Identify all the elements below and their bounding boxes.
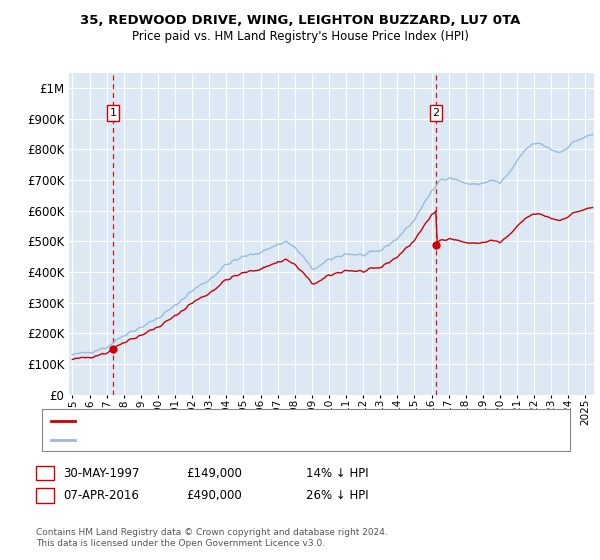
Text: £490,000: £490,000	[186, 489, 242, 502]
Text: 1: 1	[110, 108, 116, 118]
Text: 35, REDWOOD DRIVE, WING, LEIGHTON BUZZARD, LU7 0TA: 35, REDWOOD DRIVE, WING, LEIGHTON BUZZAR…	[80, 14, 520, 27]
Text: Price paid vs. HM Land Registry's House Price Index (HPI): Price paid vs. HM Land Registry's House …	[131, 30, 469, 43]
Text: Contains HM Land Registry data © Crown copyright and database right 2024.
This d: Contains HM Land Registry data © Crown c…	[36, 528, 388, 548]
Text: £149,000: £149,000	[186, 466, 242, 480]
Text: 07-APR-2016: 07-APR-2016	[63, 489, 139, 502]
Text: 2: 2	[433, 108, 440, 118]
Text: 14% ↓ HPI: 14% ↓ HPI	[306, 466, 368, 480]
Text: 35, REDWOOD DRIVE, WING, LEIGHTON BUZZARD, LU7 0TA (detached house): 35, REDWOOD DRIVE, WING, LEIGHTON BUZZAR…	[79, 416, 505, 426]
Text: 30-MAY-1997: 30-MAY-1997	[63, 466, 139, 480]
Text: 1: 1	[41, 466, 49, 480]
Text: 26% ↓ HPI: 26% ↓ HPI	[306, 489, 368, 502]
Text: HPI: Average price, detached house, Buckinghamshire: HPI: Average price, detached house, Buck…	[79, 435, 376, 445]
Text: 2: 2	[41, 489, 49, 502]
